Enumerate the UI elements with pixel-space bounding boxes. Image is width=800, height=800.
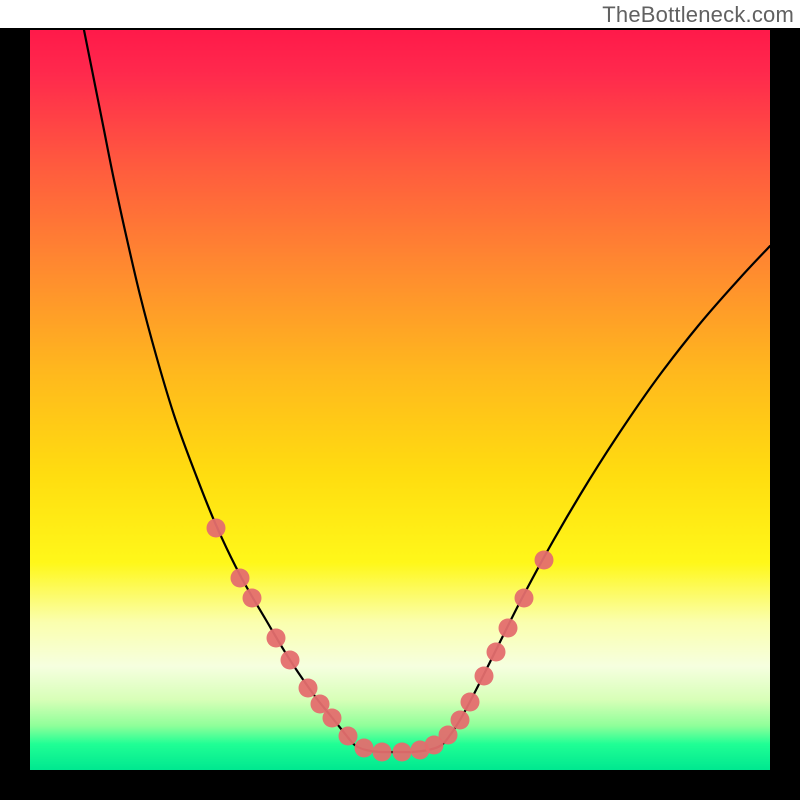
data-marker: [499, 619, 518, 638]
data-marker: [355, 739, 374, 758]
data-marker: [243, 589, 262, 608]
data-marker: [451, 711, 470, 730]
data-marker: [475, 667, 494, 686]
data-marker: [373, 743, 392, 762]
frame-left: [0, 28, 30, 800]
data-marker: [461, 693, 480, 712]
data-marker: [535, 551, 554, 570]
plot-area: [30, 30, 770, 770]
bottleneck-curve: [84, 30, 770, 752]
frame-right: [770, 28, 800, 800]
data-marker: [439, 726, 458, 745]
chart-svg: [30, 30, 770, 770]
data-marker: [281, 651, 300, 670]
data-marker: [267, 629, 286, 648]
data-marker: [515, 589, 534, 608]
data-marker: [207, 519, 226, 538]
frame-bottom: [0, 770, 800, 800]
data-marker: [323, 709, 342, 728]
data-marker: [487, 643, 506, 662]
data-marker: [231, 569, 250, 588]
data-marker: [393, 743, 412, 762]
data-marker: [339, 727, 358, 746]
data-marker: [299, 679, 318, 698]
watermark: TheBottleneck.com: [602, 2, 794, 28]
